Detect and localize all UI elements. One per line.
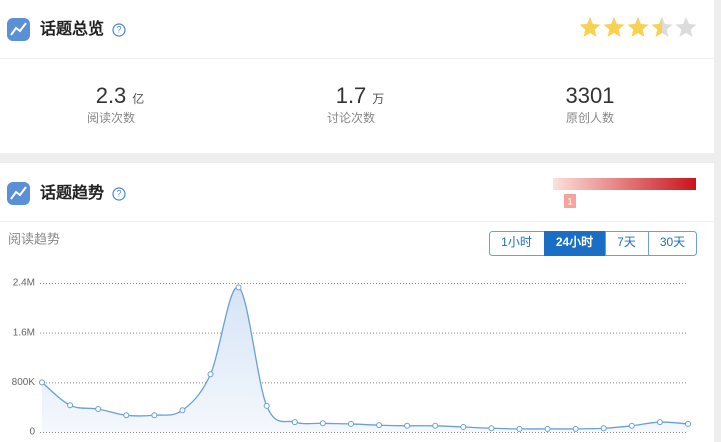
point	[151, 412, 158, 419]
heat-marker: 1	[567, 196, 572, 206]
point	[123, 412, 130, 419]
point	[319, 420, 326, 427]
point	[179, 407, 186, 414]
point	[67, 402, 74, 409]
tab[interactable]: 7天	[617, 235, 636, 249]
stat-value: 3301	[566, 83, 615, 108]
stat-label: 原创人数	[566, 110, 614, 125]
rating-star	[627, 17, 649, 37]
tab[interactable]: 30天	[660, 235, 685, 249]
point	[235, 284, 242, 291]
point	[347, 420, 354, 427]
tab[interactable]: 1小时	[501, 235, 532, 249]
trend-icon	[7, 182, 30, 205]
point	[600, 425, 607, 432]
y-tick-label: 1.6M	[13, 327, 35, 338]
help-icon[interactable]: ?	[112, 187, 126, 201]
point	[460, 424, 467, 431]
point	[39, 379, 45, 386]
point	[432, 422, 439, 429]
point	[488, 425, 495, 432]
tab-active-bg	[544, 231, 605, 256]
rating-star	[579, 17, 601, 37]
rating-star	[675, 17, 697, 37]
rating-star	[651, 17, 673, 37]
help-icon[interactable]: ?	[112, 23, 126, 37]
svg-text:?: ?	[116, 188, 121, 198]
overview-card	[0, 0, 714, 153]
overview-icon	[7, 18, 30, 41]
y-tick-label: 0	[29, 427, 35, 438]
stat-label: 讨论次数	[327, 110, 375, 125]
point	[656, 419, 663, 426]
point	[95, 406, 102, 413]
tab[interactable]: 24小时	[556, 234, 593, 249]
stat-value: 2.3	[96, 83, 127, 108]
y-tick-label: 800K	[12, 377, 36, 388]
stat-label: 阅读次数	[87, 110, 135, 125]
heat-bar	[553, 178, 696, 190]
stat-unit: 万	[372, 92, 384, 106]
point	[516, 425, 523, 432]
point	[291, 419, 298, 426]
y-tick-label: 2.4M	[13, 278, 35, 289]
stat-value: 1.7	[336, 83, 367, 108]
area	[42, 287, 688, 432]
point	[263, 402, 270, 409]
point	[404, 422, 411, 429]
point	[685, 420, 691, 427]
stat-unit: 亿	[132, 91, 144, 106]
point	[628, 422, 635, 429]
overview-title: 话题总览	[40, 19, 104, 38]
chart-subtitle: 阅读趋势	[8, 231, 60, 246]
point	[207, 371, 214, 378]
heat-marker-bg	[564, 194, 576, 208]
point	[572, 425, 579, 432]
point	[376, 422, 383, 429]
svg-text:?: ?	[116, 24, 121, 34]
point	[544, 425, 551, 432]
rating-star	[603, 17, 625, 37]
trend-card	[0, 163, 714, 442]
trend-title: 话题趋势	[40, 183, 104, 202]
